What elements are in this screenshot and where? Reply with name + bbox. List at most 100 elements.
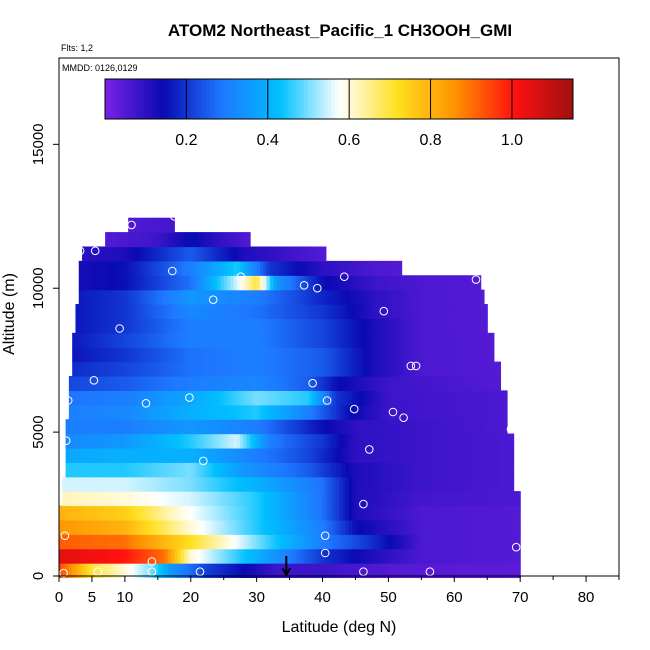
heatmap-cell: [144, 275, 149, 291]
colorbar-segment: [385, 79, 391, 119]
heatmap-cell: [243, 462, 248, 478]
heatmap-cell: [253, 260, 258, 276]
heatmap-cell: [480, 390, 485, 406]
heatmap-cell: [250, 433, 254, 449]
heatmap-cell: [246, 361, 251, 377]
heatmap-cell: [134, 375, 139, 391]
heatmap-cell: [121, 347, 126, 363]
heatmap-cell: [171, 289, 175, 305]
heatmap-cell: [111, 519, 116, 535]
heatmap-cell: [296, 390, 301, 406]
heatmap-cell: [88, 275, 93, 291]
heatmap-cell: [227, 491, 231, 507]
heatmap-cell: [217, 534, 222, 550]
heatmap-cell: [187, 419, 192, 435]
heatmap-cell: [451, 548, 455, 564]
heatmap-cell: [243, 519, 248, 535]
colorbar-segment: [237, 79, 242, 119]
heatmap-cell: [421, 491, 426, 507]
heatmap-cell: [134, 246, 139, 262]
heatmap-cell: [368, 390, 373, 406]
heatmap-cell: [365, 548, 370, 564]
heatmap-cell: [147, 404, 152, 420]
heatmap-cell: [128, 275, 133, 291]
heatmap-cell: [441, 548, 446, 564]
heatmap-cell: [230, 347, 235, 363]
heatmap-cell: [177, 318, 182, 334]
heatmap-cell: [147, 548, 152, 564]
heatmap-cell: [72, 548, 77, 564]
heatmap-cell: [398, 347, 403, 363]
heatmap-cell: [167, 332, 172, 348]
heatmap-cell: [457, 419, 462, 435]
heatmap-cell: [108, 404, 113, 420]
heatmap-cell: [131, 347, 136, 363]
heatmap-cell: [315, 476, 320, 492]
heatmap-cell: [385, 304, 390, 320]
heatmap-cell: [190, 275, 195, 291]
colorbar-segment: [409, 79, 414, 119]
heatmap-cell: [299, 419, 304, 435]
heatmap-cell: [375, 390, 380, 406]
heatmap-cell: [398, 462, 403, 478]
heatmap-cell: [157, 505, 162, 521]
heatmap-cell: [253, 419, 258, 435]
heatmap-cell: [401, 505, 406, 521]
heatmap-cell: [151, 563, 156, 579]
heatmap-cell: [154, 404, 159, 420]
heatmap-cell: [134, 232, 139, 248]
heatmap-cell: [263, 246, 268, 262]
heatmap-cell: [335, 275, 340, 291]
heatmap-cell: [306, 289, 310, 305]
heatmap-cell: [88, 447, 93, 463]
heatmap-cell: [236, 505, 241, 521]
arrow-head: [281, 567, 292, 578]
heatmap-cell: [161, 232, 166, 248]
heatmap-cell: [388, 275, 393, 291]
heatmap-cell: [398, 275, 403, 291]
heatmap-cell: [124, 476, 129, 492]
heatmap-cell: [88, 534, 93, 550]
heatmap-cell: [141, 304, 146, 320]
heatmap-cell: [220, 462, 225, 478]
heatmap-cell: [266, 361, 271, 377]
heatmap-cell: [217, 246, 222, 262]
heatmap-cell: [483, 419, 488, 435]
heatmap-cell: [302, 375, 307, 391]
heatmap-cell: [276, 476, 281, 492]
heatmap-cell: [85, 390, 90, 406]
heatmap-cell: [111, 232, 116, 248]
colorbar-segment: [537, 79, 543, 119]
heatmap-cell: [141, 260, 146, 276]
heatmap-cell: [115, 476, 119, 492]
heatmap-cell: [213, 563, 218, 579]
heatmap-cell: [395, 505, 399, 521]
heatmap-cell: [434, 462, 439, 478]
heatmap-cell: [118, 462, 123, 478]
heatmap-cell: [213, 361, 218, 377]
heatmap-cell: [296, 404, 301, 420]
heatmap-cell: [358, 375, 363, 391]
heatmap-cell: [371, 519, 376, 535]
heatmap-cell: [411, 289, 416, 305]
heatmap-cell: [513, 548, 518, 564]
observation-point: [69, 275, 79, 284]
heatmap-cell: [164, 318, 169, 334]
heatmap-cell: [289, 275, 294, 291]
heatmap-cell: [510, 476, 515, 492]
heatmap-cell: [82, 304, 86, 320]
heatmap-cell: [391, 491, 396, 507]
heatmap-cell: [411, 433, 416, 449]
heatmap-cell: [352, 260, 357, 276]
heatmap-cell: [151, 476, 156, 492]
heatmap-cell: [174, 519, 179, 535]
heatmap-cell: [302, 462, 307, 478]
heatmap-cell: [401, 361, 406, 377]
heatmap-cell: [500, 548, 505, 564]
heatmap-cell: [233, 347, 238, 363]
heatmap-cell: [134, 260, 139, 276]
heatmap-cell: [101, 548, 106, 564]
heatmap-cell: [375, 318, 380, 334]
heatmap-layer: [68, 390, 508, 406]
heatmap-cell: [259, 332, 264, 348]
